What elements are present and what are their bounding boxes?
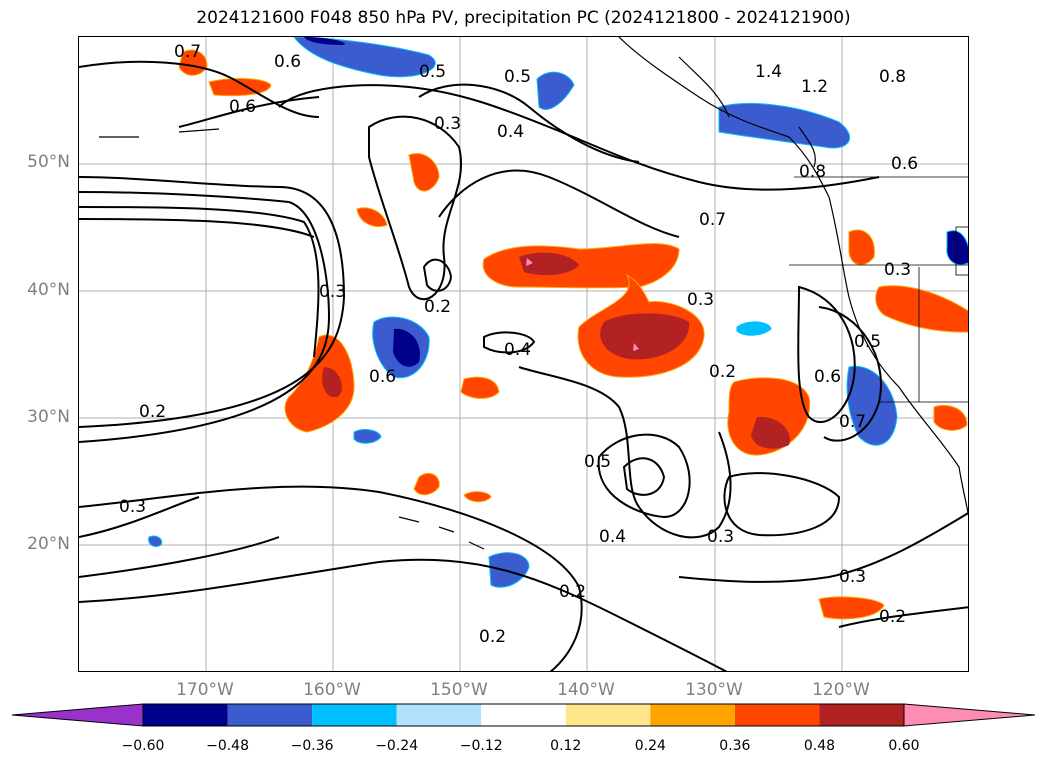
contour-labels: 0.7 0.6 0.6 0.5 0.5 0.3 0.4 1.4 1.2 0.8 … — [119, 42, 918, 647]
colorbar-segment — [819, 704, 904, 726]
contour-label: 0.7 — [174, 42, 201, 62]
contour-label: 0.2 — [139, 402, 166, 422]
lat-label-20n: 20°N — [27, 534, 70, 554]
colorbar-tick-label: −0.48 — [206, 738, 249, 754]
contour-label: 0.3 — [884, 260, 911, 280]
colorbar-extend-high — [903, 703, 1036, 727]
coastlines — [99, 37, 968, 550]
map-svg: 0.7 0.6 0.6 0.5 0.5 0.3 0.4 1.4 1.2 0.8 … — [79, 37, 968, 671]
contour-label: 0.2 — [424, 297, 451, 317]
contour-label: 0.6 — [274, 52, 301, 72]
colorbar-segment — [481, 704, 566, 726]
colorbar-segment — [650, 704, 735, 726]
contour-label: 0.8 — [799, 162, 826, 182]
map-title: 2024121600 F048 850 hPa PV, precipitatio… — [196, 8, 851, 28]
colorbar-segment — [565, 704, 651, 726]
contour-label: 1.4 — [755, 62, 782, 82]
contour-label: 0.5 — [504, 67, 531, 87]
contour-label: 0.3 — [434, 114, 461, 134]
colorbar-tick-label: −0.36 — [290, 738, 334, 754]
contour-label: 0.6 — [891, 154, 918, 174]
colorbar-tick-label: 0.24 — [634, 738, 666, 754]
lon-label-150w: 150°W — [430, 680, 488, 700]
colorbar-segment — [312, 704, 397, 726]
contour-label: 0.8 — [879, 67, 906, 87]
lon-label-170w: 170°W — [176, 680, 234, 700]
contour-label: 0.6 — [229, 97, 256, 117]
contour-label: 0.2 — [709, 362, 736, 382]
contour-label: 0.2 — [559, 582, 586, 602]
colorbar-tick-label: −0.24 — [375, 738, 419, 754]
contour-label: 0.6 — [369, 367, 396, 387]
colorbar-segment — [227, 704, 313, 726]
lon-label-120w: 120°W — [812, 680, 870, 700]
contour-label: 0.2 — [479, 627, 506, 647]
contour-label: 0.7 — [839, 412, 866, 432]
pv-contours — [79, 60, 968, 671]
contour-label: 0.5 — [419, 62, 446, 82]
contour-label: 0.3 — [319, 282, 346, 302]
contour-label: 1.2 — [801, 77, 828, 97]
precip-negative-areas — [148, 37, 968, 588]
map-plot-area: 0.7 0.6 0.6 0.5 0.5 0.3 0.4 1.4 1.2 0.8 … — [78, 36, 969, 672]
colorbar-tick-label: −0.12 — [459, 738, 503, 754]
lon-label-130w: 130°W — [685, 680, 743, 700]
contour-label: 0.6 — [814, 367, 841, 387]
contour-label: 0.3 — [687, 290, 714, 310]
contour-label: 0.3 — [839, 567, 866, 587]
colorbar-tick-label: 0.48 — [803, 738, 836, 754]
colorbar-outline — [142, 703, 905, 727]
contour-label: 0.4 — [497, 122, 524, 142]
contour-label: 0.5 — [584, 452, 611, 472]
colorbar-extend-low — [11, 703, 144, 727]
contour-label: 0.2 — [879, 607, 906, 627]
colorbar-segment — [143, 704, 228, 726]
colorbar — [11, 703, 1036, 727]
contour-label: 0.4 — [504, 340, 531, 360]
lat-label-30n: 30°N — [27, 407, 70, 427]
lat-label-50n: 50°N — [27, 152, 70, 172]
lat-label-40n: 40°N — [27, 280, 70, 300]
contour-label: 0.7 — [699, 210, 726, 230]
colorbar-tick-label: −0.60 — [121, 738, 165, 754]
colorbar-tick-label: 0.60 — [888, 738, 920, 754]
colorbar-segment — [734, 704, 820, 726]
borders — [789, 176, 968, 403]
contour-label: 0.3 — [707, 527, 734, 547]
contour-label: 0.3 — [119, 497, 146, 517]
lon-label-140w: 140°W — [557, 680, 615, 700]
colorbar-tick-label: 0.12 — [550, 738, 582, 754]
contour-label: 0.4 — [599, 527, 626, 547]
colorbar-segment — [396, 704, 482, 726]
contour-label: 0.5 — [854, 332, 881, 352]
colorbar-segments — [11, 703, 1036, 727]
precip-positive-areas — [178, 49, 968, 620]
lon-label-160w: 160°W — [303, 680, 361, 700]
colorbar-tick-label: 0.36 — [719, 738, 751, 754]
